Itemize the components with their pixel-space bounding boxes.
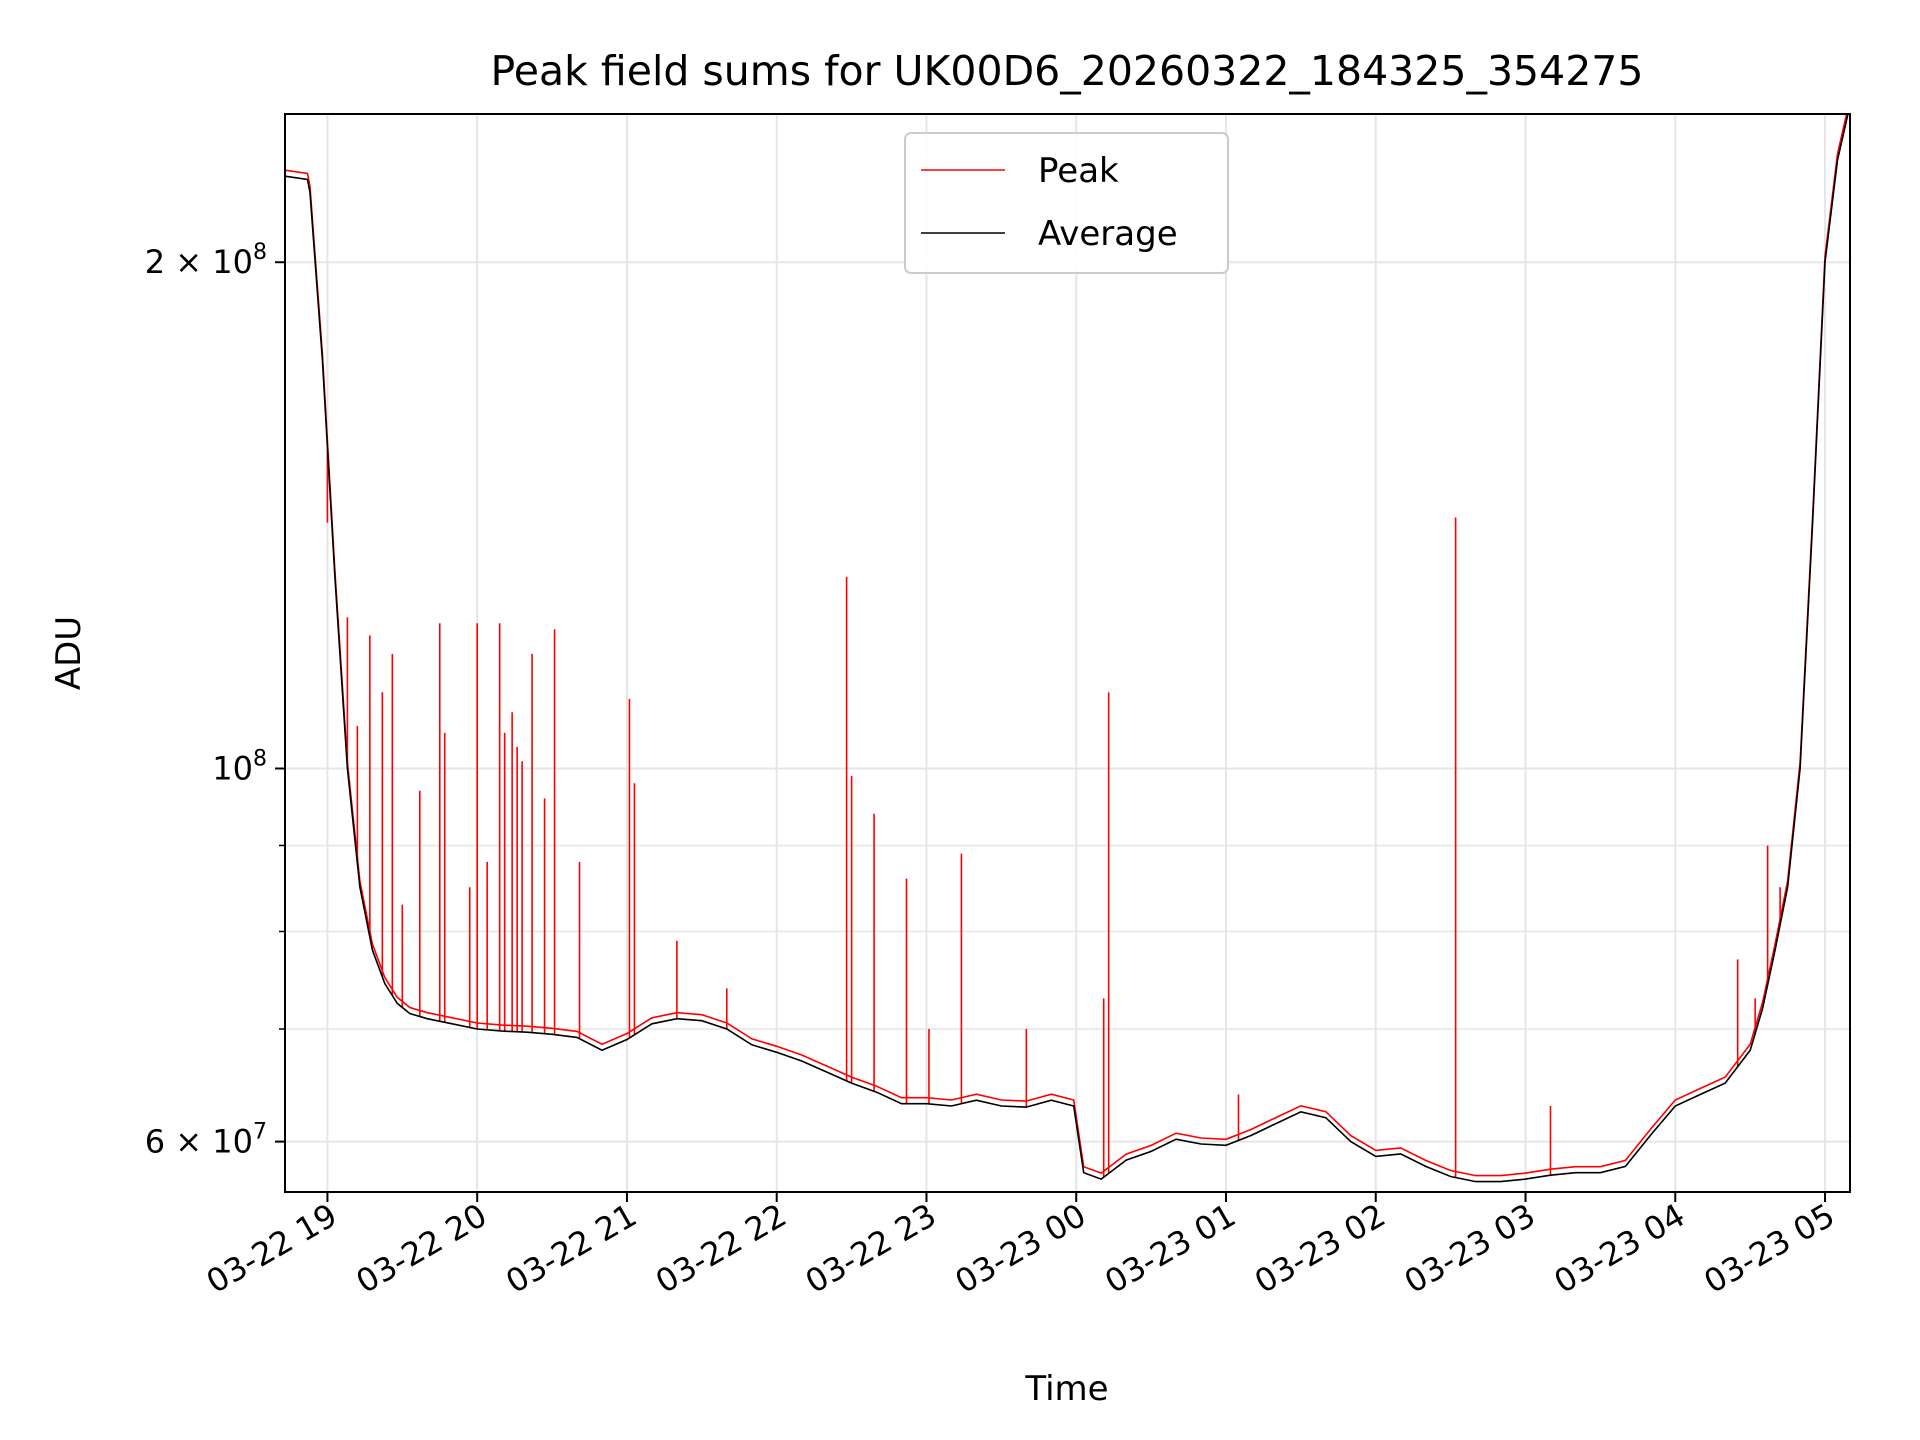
y-axis-label: ADU bbox=[49, 616, 89, 690]
legend-average-label: Average bbox=[1038, 214, 1178, 254]
chart-title: Peak field sums for UK00D6_20260322_1843… bbox=[491, 47, 1644, 95]
legend: Peak Average bbox=[904, 132, 1229, 274]
y-axis-ticks: 6 × 107 108 2 × 108 bbox=[145, 240, 285, 1161]
y-tick-label: 6 × 107 bbox=[145, 1120, 267, 1161]
average-series bbox=[285, 114, 1849, 1183]
legend-peak-label: Peak bbox=[1038, 151, 1119, 191]
legend-box bbox=[904, 132, 1229, 274]
plot-frame bbox=[284, 113, 1851, 1193]
peak-series bbox=[285, 114, 1848, 1178]
x-axis-label: Time bbox=[1024, 1369, 1108, 1409]
peak-line bbox=[285, 114, 1848, 1177]
average-line bbox=[285, 114, 1849, 1183]
y-tick-label: 2 × 108 bbox=[145, 240, 267, 281]
y-tick-label: 108 bbox=[212, 747, 267, 788]
